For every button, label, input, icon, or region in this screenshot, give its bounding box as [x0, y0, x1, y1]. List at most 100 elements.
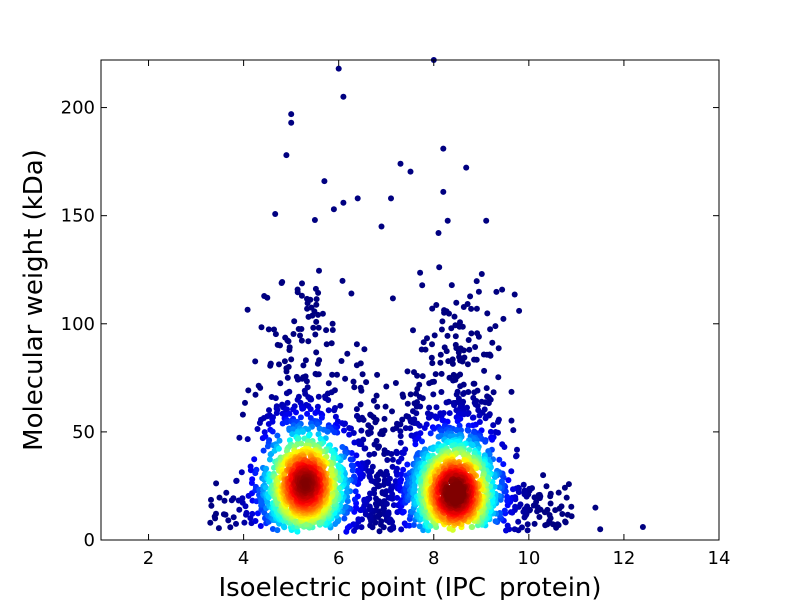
scatter-point	[427, 522, 434, 529]
scatter-point	[516, 307, 523, 314]
scatter-point	[568, 503, 575, 510]
scatter-point	[456, 323, 463, 330]
scatter-point	[475, 333, 482, 340]
scatter-point	[468, 330, 475, 337]
scatter-point	[242, 399, 248, 406]
scatter-point	[374, 371, 381, 378]
scatter-point	[351, 496, 358, 503]
scatter-point	[257, 384, 264, 391]
scatter-point	[311, 217, 318, 223]
scatter-point	[350, 430, 357, 436]
scatter-point	[300, 362, 307, 369]
scatter-point	[492, 429, 499, 435]
scatter-point	[508, 468, 515, 475]
scatter-point	[377, 430, 384, 437]
scatter-point	[253, 466, 260, 473]
scatter-point	[483, 385, 490, 392]
scatter-point	[426, 380, 433, 387]
scatter-point	[274, 432, 281, 439]
scatter-point	[429, 341, 435, 348]
scatter-point	[305, 338, 312, 345]
scatter-point	[269, 526, 276, 532]
x-tick-label: 12	[612, 548, 635, 569]
scatter-point	[339, 444, 346, 450]
scatter-point	[347, 456, 354, 463]
scatter-point	[461, 456, 468, 463]
scatter-point	[342, 375, 349, 382]
scatter-point	[561, 484, 568, 491]
scatter-point	[261, 429, 268, 436]
scatter-point	[504, 502, 511, 509]
scatter-point	[452, 333, 459, 340]
scatter-point	[394, 450, 400, 457]
scatter-point	[468, 524, 475, 530]
scatter-point	[555, 489, 562, 496]
scatter-point	[413, 410, 420, 417]
scatter-point	[355, 516, 362, 523]
scatter-point	[505, 477, 512, 484]
scatter-point	[417, 430, 424, 437]
scatter-point	[365, 422, 372, 429]
scatter-point	[454, 418, 461, 425]
scatter-point	[325, 380, 332, 387]
scatter-point	[419, 438, 425, 445]
scatter-point	[559, 511, 566, 517]
scatter-point	[316, 425, 323, 432]
scatter-point	[263, 465, 270, 472]
scatter-point	[486, 451, 493, 458]
scatter-point	[526, 485, 533, 492]
scatter-point	[467, 293, 474, 300]
scatter-point	[410, 522, 417, 528]
scatter-point	[471, 356, 478, 363]
scatter-point	[299, 428, 306, 435]
scatter-point	[487, 326, 494, 333]
scatter-point	[510, 486, 516, 493]
scatter-point	[241, 519, 248, 526]
y-tick-label: 200	[61, 98, 95, 119]
scatter-point	[208, 502, 215, 509]
scatter-point	[562, 518, 569, 525]
scatter-point	[233, 520, 239, 527]
scatter-point	[257, 523, 264, 529]
scatter-point	[249, 476, 256, 483]
scatter-point	[530, 502, 537, 509]
scatter-point	[373, 392, 380, 399]
scatter-point	[419, 395, 426, 402]
scatter-point	[357, 401, 364, 408]
scatter-point	[307, 396, 314, 403]
scatter-point	[284, 399, 291, 406]
scatter-point	[639, 524, 646, 530]
scatter-point	[303, 378, 310, 385]
y-tick-label: 150	[61, 206, 95, 227]
scatter-point	[335, 462, 342, 469]
scatter-point	[358, 427, 365, 434]
scatter-point	[465, 337, 472, 343]
scatter-point	[420, 339, 427, 346]
scatter-point	[389, 495, 396, 502]
scatter-point	[304, 410, 311, 417]
scatter-point	[389, 491, 396, 498]
scatter-point	[459, 358, 466, 365]
scatter-point	[286, 410, 293, 417]
scatter-point	[351, 439, 358, 446]
scatter-point	[269, 418, 276, 425]
scatter-point	[389, 518, 396, 525]
scatter-point	[460, 391, 467, 397]
scatter-point	[373, 473, 380, 480]
scatter-point	[435, 230, 442, 236]
scatter-point	[315, 431, 322, 438]
scatter-point	[397, 421, 404, 428]
scatter-point	[536, 514, 543, 520]
scatter-point	[426, 404, 433, 411]
scatter-point	[236, 434, 243, 441]
scatter-point	[508, 388, 515, 395]
scatter-point	[307, 406, 314, 413]
scatter-point	[223, 489, 230, 496]
scatter-point	[445, 358, 452, 365]
scatter-point	[225, 517, 232, 524]
scatter-point	[271, 326, 277, 333]
scatter-point	[481, 367, 488, 374]
scatter-point	[438, 326, 445, 333]
scatter-point	[310, 324, 317, 331]
scatter-point	[421, 425, 428, 431]
